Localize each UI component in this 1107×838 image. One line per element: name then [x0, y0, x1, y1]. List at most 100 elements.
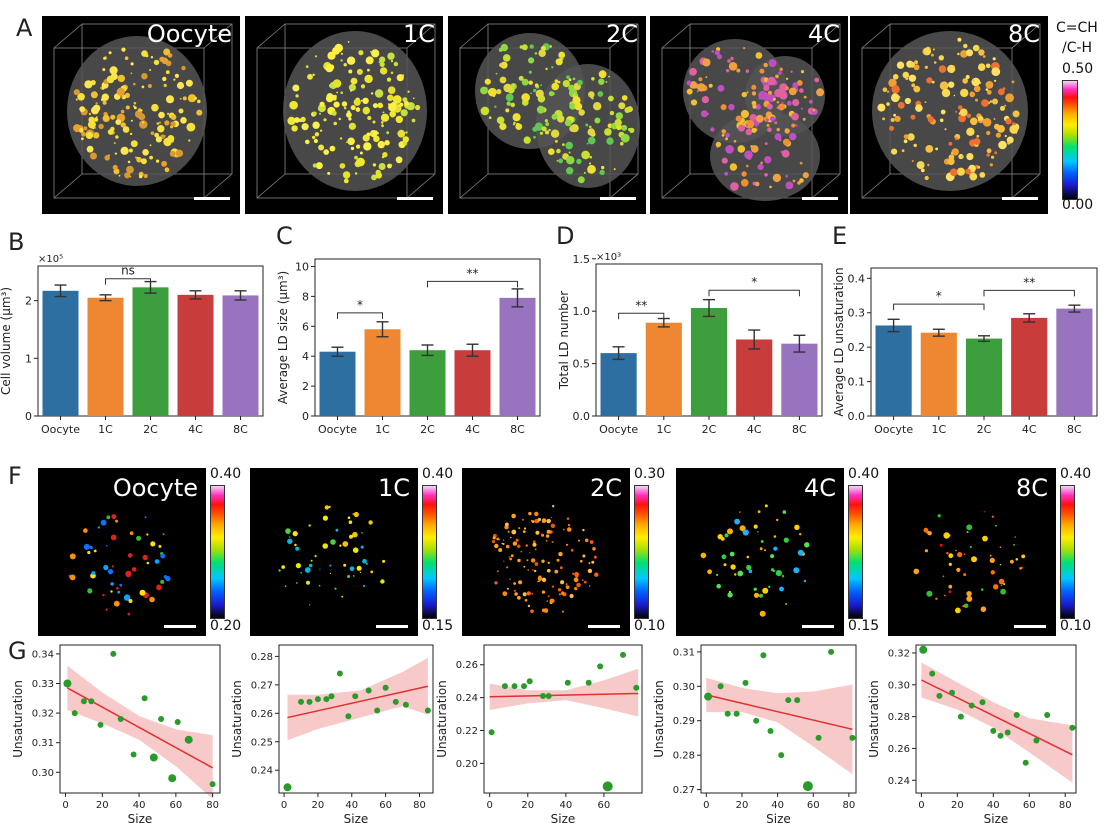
bar-2c — [965, 338, 1003, 416]
x-tick-label: 2C — [143, 423, 158, 436]
x-tick-label: 4C — [747, 423, 762, 436]
x-tick-label: 8C — [1067, 423, 1082, 436]
y-tick-label: 0.27 — [673, 785, 695, 796]
x-tick-label: 4C — [188, 423, 203, 436]
x-tick-label: 4C — [1022, 423, 1037, 436]
plot-frame — [915, 644, 1077, 794]
data-point — [919, 645, 928, 654]
image-a-label-2c: 2C — [605, 20, 638, 48]
x-tick-label: 80 — [206, 800, 219, 811]
x-tick-label: 80 — [1059, 800, 1072, 811]
y-tick-label: 0 — [25, 410, 32, 423]
data-point — [997, 732, 1004, 739]
data-point — [345, 713, 352, 720]
y-tick-label: 1.0 — [573, 305, 591, 318]
data-point — [597, 663, 604, 670]
data-point — [1069, 724, 1076, 731]
data-point — [1013, 712, 1020, 718]
data-point — [1044, 712, 1051, 718]
y-tick-label: 1.5 — [573, 253, 591, 266]
data-point — [540, 693, 546, 699]
y-tick-label: 0.30 — [673, 682, 695, 693]
significance-bracket — [427, 280, 518, 288]
scatter-chart-g3: 0 20 40 60 0.20 0.22 0.24 0.26 Size Unsaturation — [435, 644, 643, 826]
bar-4c — [177, 294, 214, 416]
x-tick-label: 20 — [96, 800, 109, 811]
image-f-label-oocyte: Oocyte — [112, 474, 198, 502]
y-tick-label: 8 — [302, 290, 309, 303]
image-f-label-1c: 1C — [377, 474, 410, 502]
y-tick-label: 0.31 — [32, 738, 54, 749]
significance-label: ** — [635, 298, 647, 312]
scale-bar — [802, 625, 834, 628]
y-tick-label: 0.30 — [32, 768, 54, 779]
y-axis-label: Average LD unsaturation — [832, 267, 846, 416]
y-tick-label: 0.31 — [673, 647, 695, 658]
scale-bar — [802, 197, 838, 200]
significance-label: ns — [121, 264, 135, 278]
y-tick-label: 0.27 — [251, 680, 273, 691]
scatter-chart-g2: 0 20 40 60 80 0.24 0.25 0.26 0.27 0.28 Size Unsatur… — [230, 644, 434, 826]
data-point — [1022, 759, 1029, 766]
data-point — [742, 679, 749, 686]
image-f-8c: 8C — [888, 468, 1056, 636]
data-point — [949, 689, 955, 696]
image-a-label-oocyte: Oocyte — [146, 20, 232, 48]
scale-bar — [588, 625, 620, 628]
y-tick-label: 4 — [302, 350, 309, 363]
x-tick-label: 2C — [702, 423, 717, 436]
y-tick-label: 0.34 — [32, 649, 54, 660]
data-point — [365, 687, 372, 694]
y-axis-label: Average LD size (μm³) — [276, 271, 290, 404]
y-tick-label: 0.2 — [848, 341, 866, 354]
regression-line — [706, 694, 853, 731]
data-point — [526, 678, 533, 685]
bar-oocyte — [42, 290, 79, 416]
image-f-4c: 4C — [676, 468, 844, 636]
colorbar-f — [210, 485, 225, 619]
y-tick-label: 0.22 — [456, 726, 478, 737]
y-tick-label: 10 — [295, 260, 309, 273]
image-f-1c: 1C — [250, 468, 418, 636]
colorbar-a-title-2: /C-H — [1062, 40, 1093, 56]
image-f-label-4c: 4C — [803, 474, 836, 502]
y-tick-label: 0.28 — [888, 712, 910, 723]
colorbar-f — [422, 485, 437, 619]
x-tick-label: 60 — [379, 800, 392, 811]
bar-chart-d: 0.0 0.5 1.0 1.5 ×10³ Total LD number Oocyte 1C 2… — [557, 252, 823, 436]
colorbar-f — [1060, 485, 1075, 619]
bar-chart-b: 0 1 2 ×10⁵ Cell volume (μm³) Oocyte 1C 2C 4C 8C ns — [0, 254, 264, 436]
data-point — [815, 734, 822, 741]
y-axis-label: Unsaturation — [230, 680, 244, 758]
x-tick-label: 60 — [807, 800, 820, 811]
x-tick-label: 80 — [843, 800, 856, 811]
bar-charts-row: 0 1 2 ×10⁵ Cell volume (μm³) Oocyte 1C 2C 4C 8C ns… — [0, 252, 1098, 436]
bar-1c — [920, 332, 957, 416]
y-tick-label: 0.24 — [456, 693, 478, 704]
regression-line — [921, 679, 1073, 756]
data-point — [374, 707, 381, 714]
plot-frame — [278, 644, 434, 794]
data-point — [298, 698, 304, 705]
y-axis-label: Unsaturation — [867, 680, 881, 758]
data-point — [71, 710, 78, 717]
x-tick-label: 20 — [736, 800, 749, 811]
colorbar-f-min: 0.10 — [634, 618, 666, 634]
y-tick-label: 0.3 — [848, 307, 866, 320]
data-point — [990, 727, 997, 734]
bar-chart-c: 0 2 4 6 8 10 Average LD size (μm³) Oocyte 1C 2C 4C… — [276, 258, 541, 436]
data-point — [130, 751, 137, 758]
x-tick-label: 40 — [345, 800, 358, 811]
data-point — [633, 684, 640, 691]
panel-letter-c: C — [276, 222, 293, 250]
data-point — [184, 735, 193, 744]
x-tick-label: 40 — [133, 800, 146, 811]
data-point — [168, 774, 177, 783]
image-a-label-8c: 8C — [1007, 20, 1040, 48]
data-point — [753, 717, 760, 724]
bar-4c — [1011, 317, 1048, 416]
bar-1c — [645, 322, 682, 416]
x-tick-label: 1C — [375, 423, 390, 436]
image-a-4c: 4C — [650, 16, 848, 214]
data-point — [97, 721, 104, 728]
